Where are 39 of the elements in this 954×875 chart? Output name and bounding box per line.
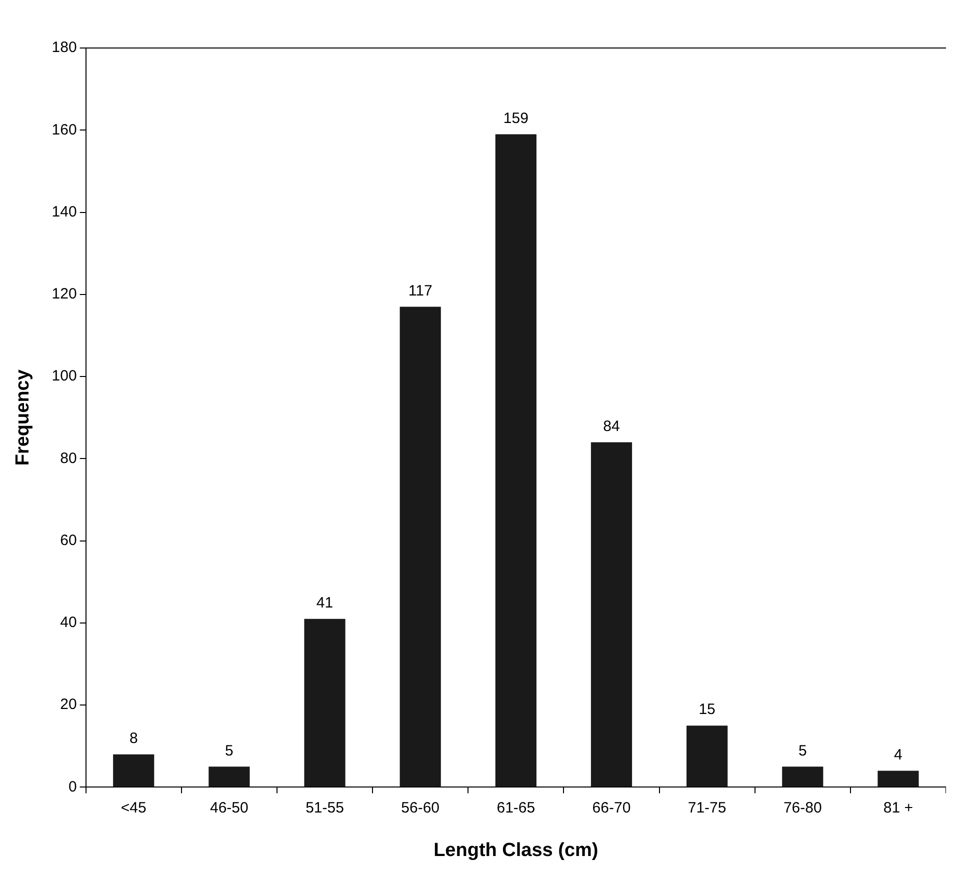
- y-tick-label: 140: [52, 203, 77, 220]
- y-tick-label: 120: [52, 286, 77, 303]
- bar: [304, 618, 346, 787]
- bar: [208, 766, 250, 787]
- data-label: 5: [225, 742, 234, 760]
- x-tick-label: 46-50: [210, 799, 248, 816]
- x-tick-label: 76-80: [783, 799, 822, 816]
- x-tick-label: 66-70: [592, 799, 631, 816]
- bar: [878, 770, 919, 787]
- y-tick-label: 160: [52, 121, 77, 138]
- bar: [400, 306, 441, 787]
- y-tick-label: 40: [60, 614, 77, 632]
- data-label: 117: [408, 282, 432, 300]
- y-tick-label: 0: [68, 778, 77, 796]
- bar: [686, 726, 728, 787]
- bar: [782, 766, 824, 787]
- data-label: 41: [316, 594, 334, 612]
- x-tick-label: 56-60: [401, 799, 440, 816]
- x-tick-label: 51-55: [306, 799, 344, 816]
- x-tick-label: 61-65: [496, 799, 536, 816]
- y-tick-label: 100: [52, 368, 77, 385]
- x-tick-label: 81 +: [883, 799, 914, 816]
- y-tick-label: 60: [60, 532, 77, 549]
- y-tick-label: 80: [60, 450, 77, 467]
- bar: [495, 134, 536, 787]
- data-label: 84: [603, 418, 620, 435]
- y-tick-label: 20: [60, 696, 77, 714]
- data-label: 159: [503, 110, 528, 127]
- data-label: 8: [129, 730, 138, 747]
- x-axis-title: Length Class (cm): [434, 840, 598, 861]
- x-tick-label: 71-75: [688, 799, 726, 816]
- data-label: 5: [798, 742, 807, 760]
- data-label: 15: [698, 701, 716, 718]
- data-label: 4: [894, 746, 902, 764]
- x-tick-label: <45: [120, 799, 146, 816]
- y-axis-title: Frequency: [12, 369, 34, 466]
- bar: [113, 754, 154, 787]
- y-tick-label: 180: [52, 39, 77, 56]
- bar: [590, 442, 632, 787]
